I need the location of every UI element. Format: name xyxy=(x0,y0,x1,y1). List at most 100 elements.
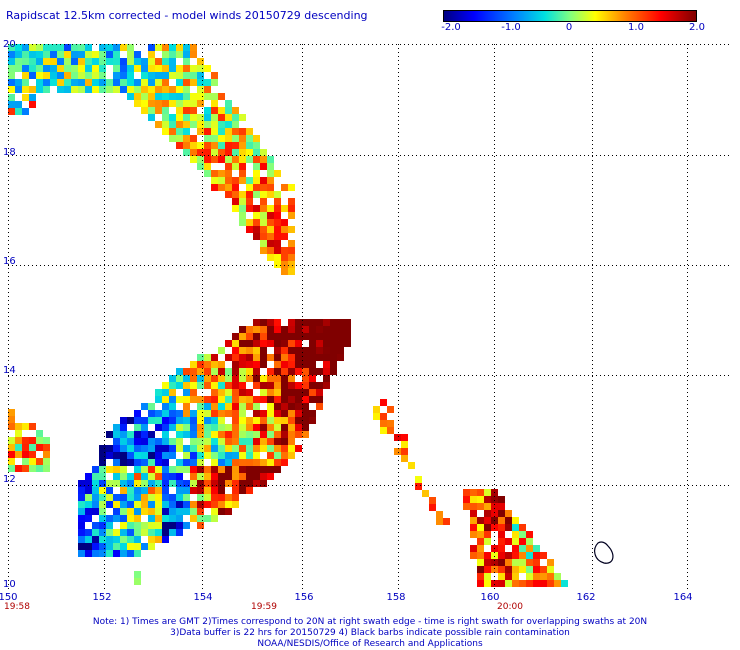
wind-cell xyxy=(253,424,260,431)
wind-cell xyxy=(491,496,498,503)
wind-cell xyxy=(288,261,295,268)
wind-cell xyxy=(533,566,540,573)
wind-cell xyxy=(8,451,15,458)
wind-cell xyxy=(477,517,484,524)
wind-cell xyxy=(162,529,169,536)
wind-cell xyxy=(274,191,281,198)
wind-cell xyxy=(134,487,141,494)
wind-cell xyxy=(443,518,450,525)
wind-cell xyxy=(253,410,260,417)
lon-label-156: 156 xyxy=(294,592,314,603)
wind-cell xyxy=(78,501,85,508)
wind-cell xyxy=(190,51,197,58)
wind-cell xyxy=(141,403,148,410)
wind-cell xyxy=(36,86,43,93)
wind-cell xyxy=(218,494,225,501)
wind-cell xyxy=(505,552,512,559)
wind-cell xyxy=(120,494,127,501)
wind-cell xyxy=(211,382,218,389)
wind-cell xyxy=(183,431,190,438)
wind-cell xyxy=(211,142,218,149)
wind-cell xyxy=(309,410,316,417)
wind-cell xyxy=(267,431,274,438)
wind-cell xyxy=(267,389,274,396)
wind-cell xyxy=(344,340,351,347)
wind-cell xyxy=(267,417,274,424)
wind-cell xyxy=(113,459,120,466)
footnote-line-2: 3)Data buffer is 22 hrs for 20150729 4) … xyxy=(170,628,570,638)
wind-cell xyxy=(190,114,197,121)
wind-cell xyxy=(176,107,183,114)
wind-cell xyxy=(316,326,323,333)
wind-cell xyxy=(253,403,260,410)
wind-cell xyxy=(162,396,169,403)
wind-cell xyxy=(218,438,225,445)
wind-cell xyxy=(512,573,519,580)
wind-cell xyxy=(498,503,505,510)
wind-cell xyxy=(436,518,443,525)
wind-cell xyxy=(498,517,505,524)
wind-cell xyxy=(253,431,260,438)
wind-cell xyxy=(78,72,85,79)
wind-cell xyxy=(239,191,246,198)
wind-cell xyxy=(85,536,92,543)
wind-cell xyxy=(211,508,218,515)
wind-cell xyxy=(267,396,274,403)
wind-cell xyxy=(253,177,260,184)
wind-cell xyxy=(162,121,169,128)
wind-cell xyxy=(85,473,92,480)
wind-cell xyxy=(204,487,211,494)
wind-cell xyxy=(190,438,197,445)
wind-cell xyxy=(169,452,176,459)
wind-cell xyxy=(295,368,302,375)
wind-cell xyxy=(204,354,211,361)
wind-cell xyxy=(260,459,267,466)
wind-cell xyxy=(302,361,309,368)
wind-cell xyxy=(134,445,141,452)
wind-cell xyxy=(225,438,232,445)
wind-cell xyxy=(218,389,225,396)
wind-cell xyxy=(274,396,281,403)
wind-cell xyxy=(197,410,204,417)
wind-cell xyxy=(169,445,176,452)
wind-cell xyxy=(204,515,211,522)
wind-cell xyxy=(176,410,183,417)
wind-cell xyxy=(225,445,232,452)
wind-cell xyxy=(519,531,526,538)
wind-cell xyxy=(477,566,484,573)
wind-cell xyxy=(239,431,246,438)
wind-cell xyxy=(197,354,204,361)
wind-cell xyxy=(99,459,106,466)
wind-cell xyxy=(281,389,288,396)
wind-cell xyxy=(239,445,246,452)
wind-cell xyxy=(22,451,29,458)
wind-cell xyxy=(106,79,113,86)
wind-cell xyxy=(190,410,197,417)
wind-cell xyxy=(288,198,295,205)
wind-cell xyxy=(204,452,211,459)
wind-cell xyxy=(169,410,176,417)
lat-lon-grid xyxy=(8,44,732,590)
wind-cell xyxy=(422,490,429,497)
wind-cell xyxy=(316,347,323,354)
wind-cell xyxy=(183,396,190,403)
wind-cell xyxy=(253,156,260,163)
wind-cell xyxy=(176,65,183,72)
wind-cell xyxy=(43,86,50,93)
wind-cell xyxy=(253,170,260,177)
wind-cell xyxy=(85,51,92,58)
wind-cell xyxy=(85,72,92,79)
wind-cell xyxy=(302,326,309,333)
wind-cell xyxy=(162,65,169,72)
wind-cell xyxy=(295,396,302,403)
wind-cell xyxy=(540,573,547,580)
wind-cell xyxy=(302,396,309,403)
wind-cell xyxy=(246,326,253,333)
wind-cell xyxy=(155,86,162,93)
wind-cell xyxy=(554,573,561,580)
wind-cell xyxy=(253,347,260,354)
wind-cell xyxy=(330,354,337,361)
wind-cell xyxy=(169,403,176,410)
wind-cell xyxy=(218,347,225,354)
wind-cell xyxy=(162,445,169,452)
